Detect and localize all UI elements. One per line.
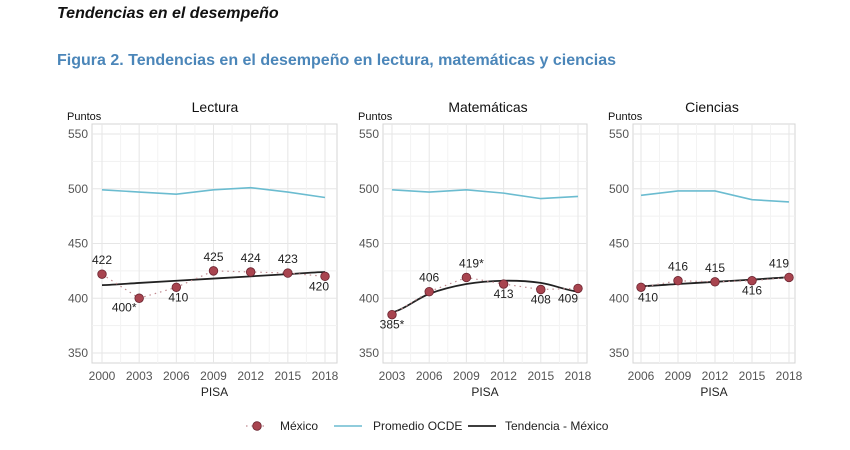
mexico-data-point (245, 267, 256, 277)
x-axis-label: PISA (471, 385, 498, 399)
y-tick-label: 350 (68, 346, 88, 360)
mexico-data-point (536, 284, 546, 295)
x-tick-label: 2015 (274, 369, 301, 383)
x-tick-label: 2009 (665, 369, 692, 383)
legend: México Promedio OCDE Tendencia - México (246, 419, 609, 433)
x-tick-label: 2012 (490, 369, 517, 383)
data-label: 413 (494, 287, 514, 301)
x-tick-label: 2012 (702, 369, 729, 383)
y-tick-label: 450 (359, 237, 379, 251)
mexico-data-point (208, 266, 219, 276)
mexico-data-point (171, 282, 182, 293)
mexico-data-point (673, 276, 683, 286)
mexico-data-point (636, 282, 646, 293)
panel-ciencias: 2006 2009 2012 2015 2018 350 400 450 500 550 Cienc… (608, 99, 803, 399)
data-label: 415 (705, 261, 725, 275)
data-label: 419* (459, 256, 484, 270)
x-tick-label: 2018 (565, 369, 592, 383)
oecd-average-line (391, 189, 579, 200)
data-label: 416 (742, 284, 762, 298)
data-label: 410 (638, 290, 658, 304)
panel-lectura: 2000 2003 2006 2009 2012 2015 2018 350 400 450 500… (67, 99, 339, 399)
y-tick-label: 400 (359, 291, 379, 305)
legend-mexico-marker (252, 421, 262, 431)
x-tick-label: 2015 (739, 369, 766, 383)
x-axis-label: PISA (700, 385, 727, 399)
y-axis-label: Puntos (608, 111, 643, 123)
y-axis-label: Puntos (358, 111, 393, 123)
data-label: 408 (531, 292, 551, 306)
mexico-data-point (573, 283, 583, 294)
y-tick-label: 350 (609, 346, 629, 360)
y-tick-label: 450 (68, 237, 88, 251)
y-tick-label: 500 (68, 182, 88, 196)
data-label: 425 (203, 250, 223, 264)
oecd-average-line (101, 186, 326, 199)
mexico-data-point (424, 286, 434, 297)
x-tick-label: 2018 (776, 369, 803, 383)
x-tick-label: 2012 (237, 369, 264, 383)
y-tick-label: 400 (609, 291, 629, 305)
data-label: 400* (112, 300, 137, 314)
data-label: 410 (168, 290, 188, 304)
mexico-data-point (461, 272, 472, 283)
panel-title: Ciencias (685, 99, 739, 115)
section-heading: Tendencias en el desempeño (57, 5, 279, 22)
mexico-dotted-line (391, 276, 579, 316)
x-tick-label: 2009 (200, 369, 227, 383)
x-axis-label: PISA (201, 385, 228, 399)
figure-title: Figura 2. Tendencias en el desempeño en … (57, 52, 617, 69)
y-tick-label: 550 (68, 127, 88, 141)
data-label: 409 (558, 291, 578, 305)
y-axis-label: Puntos (67, 111, 102, 123)
mexico-data-point (320, 271, 330, 282)
y-tick-label: 400 (68, 291, 88, 305)
data-label: 406 (419, 271, 439, 285)
mexico-data-point (747, 276, 757, 286)
legend-label: Promedio OCDE (373, 419, 462, 433)
mexico-data-point (387, 309, 397, 320)
y-tick-label: 500 (359, 182, 379, 196)
data-label: 422 (92, 253, 112, 267)
x-tick-label: 2006 (628, 369, 655, 383)
y-tick-label: 450 (609, 237, 629, 251)
data-label: 385* (380, 318, 405, 332)
mexico-data-point (97, 269, 107, 279)
mexico-trend-line (391, 279, 579, 314)
y-tick-label: 550 (609, 127, 629, 141)
legend-label: Tendencia - México (505, 419, 609, 433)
data-label: 416 (668, 260, 688, 274)
x-tick-label: 2003 (126, 369, 153, 383)
x-tick-label: 2006 (163, 369, 190, 383)
mexico-data-point (134, 293, 144, 303)
data-label: 419 (769, 256, 789, 270)
mexico-data-point (283, 268, 293, 278)
panel-matemáticas: 2003 2006 2009 2012 2015 2018 350 400 450 500 550 M… (358, 99, 592, 399)
x-tick-label: 2000 (89, 369, 116, 383)
legend-label: México (280, 419, 318, 433)
y-tick-label: 350 (359, 346, 379, 360)
mexico-data-point (498, 279, 509, 289)
data-label: 420 (309, 279, 329, 293)
panel-title: Matemáticas (448, 99, 527, 115)
mexico-data-point (710, 277, 720, 287)
y-tick-label: 500 (609, 182, 629, 196)
y-tick-label: 550 (359, 127, 379, 141)
data-label: 423 (278, 252, 298, 266)
data-label: 424 (241, 251, 261, 265)
mexico-data-point (784, 272, 794, 283)
x-tick-label: 2009 (453, 369, 480, 383)
panel-title: Lectura (192, 99, 239, 115)
x-tick-label: 2006 (416, 369, 443, 383)
x-tick-label: 2018 (312, 369, 339, 383)
x-tick-label: 2015 (527, 369, 554, 383)
x-tick-label: 2003 (379, 369, 406, 383)
oecd-average-line (640, 190, 790, 203)
